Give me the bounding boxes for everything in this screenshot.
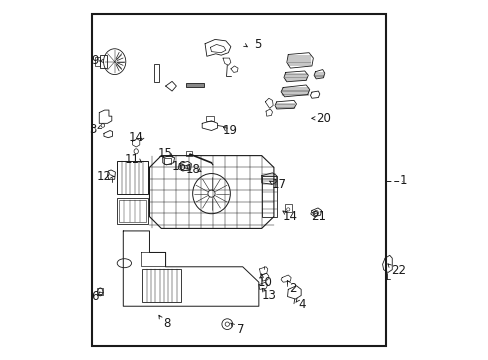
- Text: 16: 16: [171, 160, 186, 173]
- Text: 5: 5: [254, 38, 261, 51]
- Bar: [154, 64, 159, 82]
- Text: 15: 15: [157, 147, 172, 159]
- Bar: [205, 116, 213, 121]
- Text: 18: 18: [186, 163, 201, 176]
- Text: 3: 3: [89, 123, 96, 136]
- Bar: [284, 204, 291, 212]
- Bar: [97, 288, 103, 296]
- Text: 21: 21: [311, 210, 326, 223]
- Text: 17: 17: [272, 178, 286, 191]
- Text: 14: 14: [128, 131, 143, 144]
- Text: 1: 1: [398, 174, 406, 187]
- Bar: [119, 200, 145, 222]
- Bar: [100, 55, 106, 68]
- Text: 7: 7: [237, 323, 244, 336]
- Text: 12: 12: [97, 170, 112, 183]
- Text: 22: 22: [390, 264, 406, 277]
- Bar: [95, 57, 100, 66]
- Text: 11: 11: [125, 153, 140, 166]
- Bar: [92, 14, 386, 346]
- Text: 14: 14: [283, 210, 297, 223]
- Text: 2: 2: [289, 282, 296, 295]
- Bar: [117, 198, 147, 224]
- Text: 9: 9: [91, 54, 98, 67]
- Text: 19: 19: [222, 124, 237, 137]
- Bar: [186, 151, 192, 156]
- Bar: [180, 165, 188, 170]
- Bar: [186, 83, 203, 87]
- Bar: [117, 161, 147, 194]
- Text: 4: 4: [298, 298, 305, 311]
- Text: 10: 10: [257, 276, 272, 289]
- Text: 8: 8: [163, 317, 171, 330]
- Text: 13: 13: [261, 289, 276, 302]
- Text: 20: 20: [315, 112, 330, 125]
- Bar: [142, 269, 181, 302]
- Bar: [261, 176, 276, 217]
- Bar: [164, 158, 171, 164]
- Text: 6: 6: [91, 290, 98, 303]
